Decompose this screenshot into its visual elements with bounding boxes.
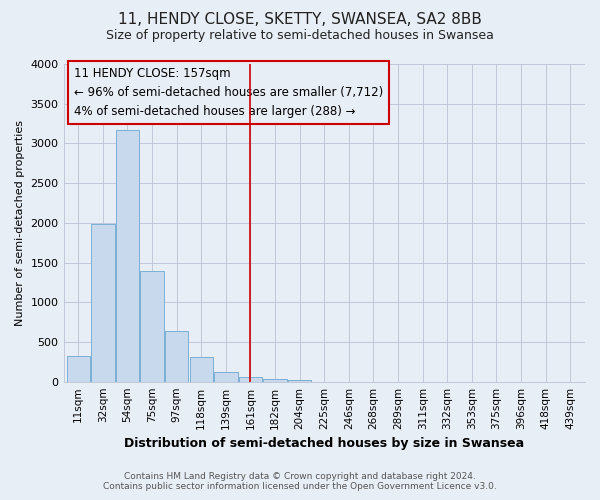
X-axis label: Distribution of semi-detached houses by size in Swansea: Distribution of semi-detached houses by … bbox=[124, 437, 524, 450]
Bar bbox=[239, 376, 262, 382]
Bar bbox=[140, 272, 164, 382]
Bar bbox=[190, 357, 213, 382]
Text: 11 HENDY CLOSE: 157sqm
← 96% of semi-detached houses are smaller (7,712)
4% of s: 11 HENDY CLOSE: 157sqm ← 96% of semi-det… bbox=[74, 67, 383, 118]
Bar bbox=[91, 224, 115, 382]
Bar bbox=[263, 379, 287, 382]
Bar bbox=[214, 372, 238, 382]
Text: 11, HENDY CLOSE, SKETTY, SWANSEA, SA2 8BB: 11, HENDY CLOSE, SKETTY, SWANSEA, SA2 8B… bbox=[118, 12, 482, 28]
Text: Contains HM Land Registry data © Crown copyright and database right 2024.
Contai: Contains HM Land Registry data © Crown c… bbox=[103, 472, 497, 491]
Bar bbox=[288, 380, 311, 382]
Bar bbox=[116, 130, 139, 382]
Bar bbox=[67, 356, 90, 382]
Bar bbox=[165, 331, 188, 382]
Y-axis label: Number of semi-detached properties: Number of semi-detached properties bbox=[15, 120, 25, 326]
Text: Size of property relative to semi-detached houses in Swansea: Size of property relative to semi-detach… bbox=[106, 29, 494, 42]
